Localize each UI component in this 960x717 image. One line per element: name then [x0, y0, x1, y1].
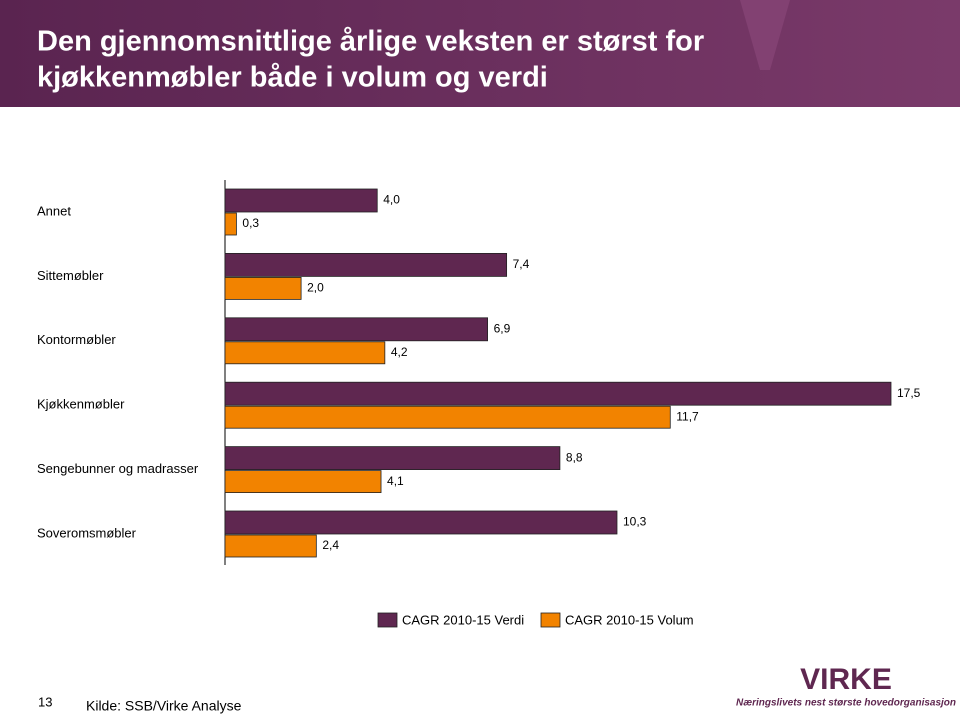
page-number: 13: [38, 694, 52, 709]
value-label: 2,0: [307, 281, 324, 295]
value-label: 2,4: [322, 538, 339, 552]
header-band: [0, 0, 960, 107]
bar: [224, 510, 618, 535]
category-label: Soveromsmøbler: [37, 525, 137, 540]
value-label: 8,8: [566, 450, 583, 464]
legend-swatch: [377, 612, 398, 628]
value-label: 4,2: [391, 345, 408, 359]
header-decoration: [740, 0, 790, 70]
legend-label: CAGR 2010-15 Verdi: [402, 612, 524, 627]
category-label: Kontormøbler: [37, 332, 116, 347]
bar: [224, 212, 237, 236]
legend-swatch: [540, 612, 561, 628]
category-label: Sengebunner og madrasser: [37, 461, 199, 476]
value-label: 6,9: [494, 321, 511, 335]
category-label: Annet: [37, 203, 71, 218]
bar: [224, 276, 302, 300]
bar: [224, 188, 378, 213]
source: Kilde: SSB/Virke Analyse: [86, 698, 242, 714]
value-label: 0,3: [242, 216, 259, 230]
value-label: 10,3: [623, 515, 647, 529]
tagline: Næringslivets nest største hovedorganisa…: [736, 698, 956, 709]
bar: [224, 381, 892, 406]
bar: [224, 534, 317, 558]
value-label: 4,0: [383, 193, 400, 207]
title-line: kjøkkenmøbler både i volum og verdi: [37, 62, 548, 94]
bar: [224, 317, 488, 342]
bar: [224, 405, 671, 429]
value-label: 4,1: [387, 474, 404, 488]
bar: [224, 341, 386, 365]
value-label: 17,5: [897, 386, 921, 400]
logo: VIRKE: [800, 663, 892, 696]
value-label: 11,7: [676, 409, 699, 423]
category-label: Kjøkkenmøbler: [37, 397, 125, 412]
bar: [224, 470, 382, 494]
bar: [224, 446, 561, 471]
value-label: 7,4: [513, 257, 530, 271]
title-line: Den gjennomsnittlige årlige veksten er s…: [37, 26, 704, 58]
bar: [224, 252, 508, 277]
category-label: Sittemøbler: [37, 268, 104, 283]
legend-label: CAGR 2010-15 Volum: [565, 612, 694, 627]
